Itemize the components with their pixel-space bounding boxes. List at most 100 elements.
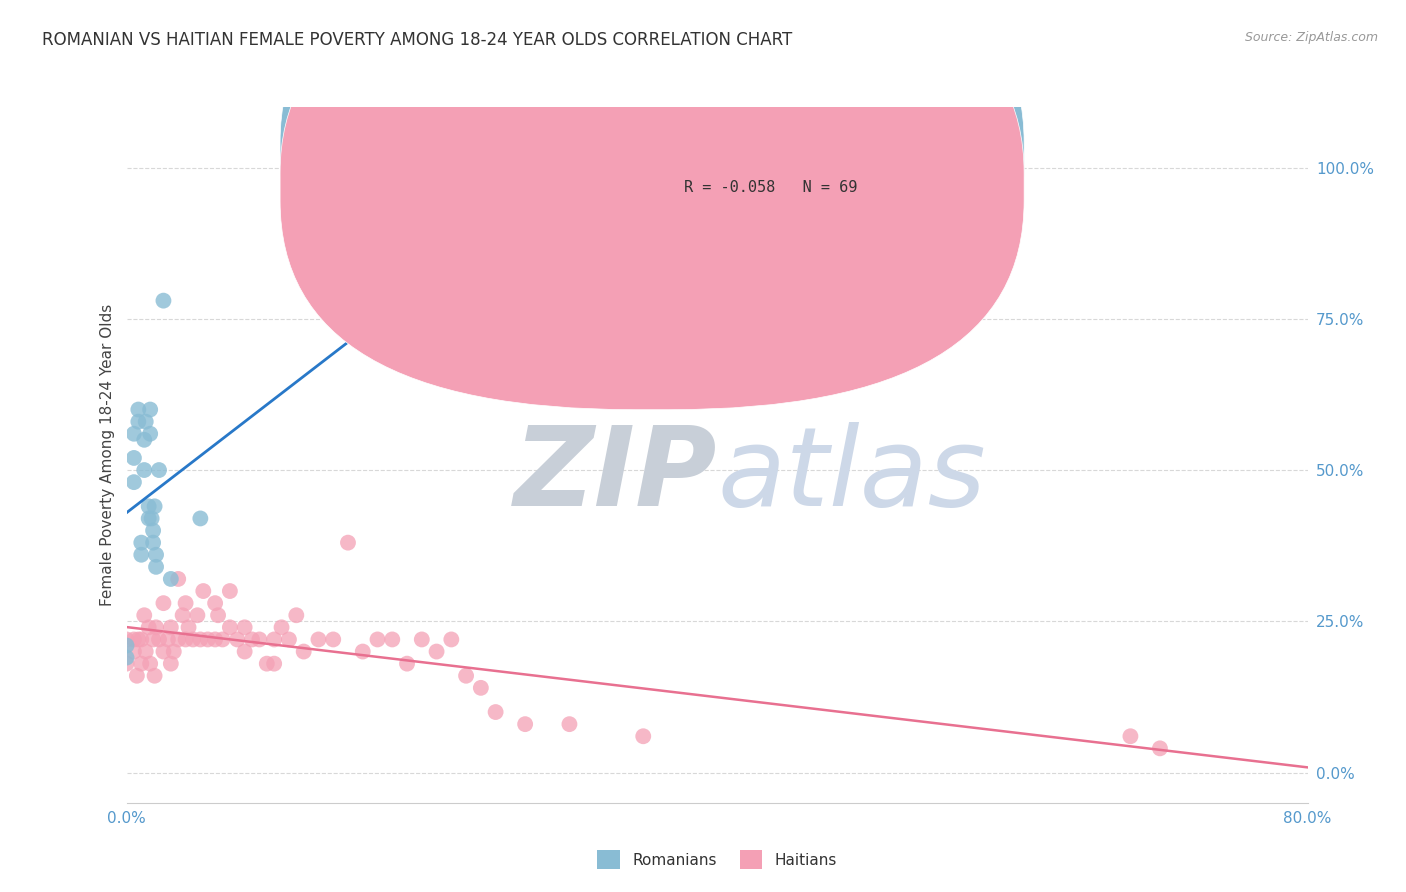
Point [145, 548, 167, 562]
Point [141, 511, 163, 525]
Point [411, 632, 433, 647]
Point [122, 475, 145, 490]
Point [115, 657, 138, 671]
FancyBboxPatch shape [280, 0, 1024, 378]
Point [122, 450, 145, 465]
Point [143, 669, 166, 683]
Point [396, 657, 419, 671]
Point [270, 620, 292, 634]
Point [240, 632, 263, 647]
Point [152, 293, 174, 308]
Point [197, 632, 219, 647]
Point [181, 632, 204, 647]
Point [115, 632, 138, 647]
Point [366, 632, 388, 647]
FancyBboxPatch shape [280, 0, 1024, 409]
Point [134, 463, 156, 477]
Point [470, 681, 492, 695]
Point [129, 657, 153, 671]
Point [159, 620, 183, 634]
Point [125, 669, 148, 683]
Point [558, 717, 581, 731]
Point [152, 644, 174, 658]
Point [115, 650, 138, 665]
Point [122, 644, 145, 658]
Point [322, 632, 344, 647]
Point [152, 596, 174, 610]
Point [631, 729, 654, 743]
Point [145, 620, 167, 634]
Point [172, 608, 194, 623]
Point [143, 500, 166, 514]
Point [193, 584, 215, 599]
Point [127, 415, 149, 429]
Point [148, 463, 170, 477]
Point [233, 620, 256, 634]
Point [204, 632, 226, 647]
Point [138, 511, 160, 525]
Point [177, 620, 200, 634]
Point [263, 632, 285, 647]
Point [285, 608, 308, 623]
Point [204, 596, 226, 610]
Point [307, 632, 329, 647]
Point [174, 632, 197, 647]
Point [352, 644, 374, 658]
Text: R =  0.665   N = 27: R = 0.665 N = 27 [683, 148, 858, 163]
Point [167, 572, 190, 586]
Point [337, 535, 360, 549]
Point [174, 596, 197, 610]
Point [247, 632, 270, 647]
Point [139, 657, 162, 671]
Point [142, 524, 165, 538]
Point [142, 632, 165, 647]
Point [558, 161, 581, 175]
Text: R = -0.058   N = 69: R = -0.058 N = 69 [683, 179, 858, 194]
Point [219, 584, 242, 599]
Point [233, 644, 256, 658]
Point [1149, 741, 1171, 756]
Point [122, 426, 145, 441]
Point [381, 632, 404, 647]
Point [134, 433, 156, 447]
Point [145, 559, 167, 574]
Point [454, 669, 477, 683]
Point [135, 644, 157, 658]
Point [1119, 729, 1142, 743]
Point [139, 426, 162, 441]
Point [159, 657, 183, 671]
Point [139, 402, 162, 417]
Point [167, 632, 190, 647]
Point [122, 632, 145, 647]
Point [127, 402, 149, 417]
Point [263, 657, 285, 671]
Point [278, 632, 301, 647]
Point [515, 717, 537, 731]
Point [292, 644, 315, 658]
Text: atlas: atlas [717, 422, 986, 529]
FancyBboxPatch shape [617, 131, 929, 211]
Point [138, 620, 160, 634]
Point [188, 511, 211, 525]
Legend: Romanians, Haitians: Romanians, Haitians [591, 845, 844, 875]
Point [226, 632, 249, 647]
Point [129, 535, 153, 549]
Point [186, 608, 208, 623]
Point [219, 620, 242, 634]
Text: Source: ZipAtlas.com: Source: ZipAtlas.com [1244, 31, 1378, 45]
Point [484, 705, 508, 719]
Point [135, 415, 157, 429]
Point [148, 632, 170, 647]
Point [134, 608, 156, 623]
Point [142, 535, 165, 549]
Point [256, 657, 278, 671]
Point [115, 639, 138, 653]
Point [159, 572, 183, 586]
Point [163, 644, 186, 658]
Point [129, 632, 153, 647]
Point [156, 632, 179, 647]
Text: ROMANIAN VS HAITIAN FEMALE POVERTY AMONG 18-24 YEAR OLDS CORRELATION CHART: ROMANIAN VS HAITIAN FEMALE POVERTY AMONG… [42, 31, 793, 49]
Y-axis label: Female Poverty Among 18-24 Year Olds: Female Poverty Among 18-24 Year Olds [100, 304, 115, 606]
Point [129, 548, 153, 562]
Point [138, 500, 160, 514]
